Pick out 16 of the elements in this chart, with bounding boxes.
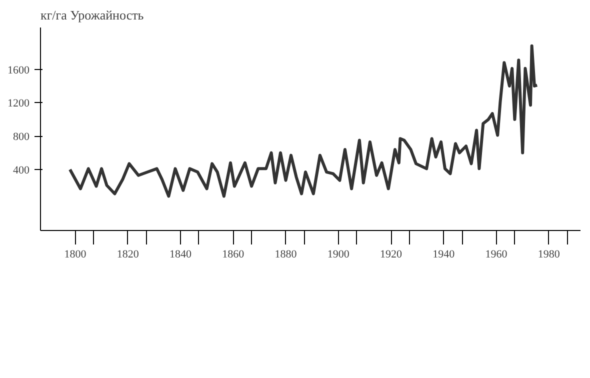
y-tick-label: 1600	[8, 64, 30, 76]
x-tick-label: 1960	[485, 248, 508, 260]
x-tick-label: 1860	[222, 248, 245, 260]
line-series	[68, 44, 539, 198]
x-tick-label: 1900	[327, 248, 350, 260]
y-tick-label: 400	[13, 164, 30, 177]
y-tick-label: 1200	[8, 98, 30, 110]
x-tick-label: 1980	[538, 248, 560, 260]
y-axis-title: кг/га Урожайность	[40, 8, 144, 22]
x-tick-label: 1800	[64, 248, 87, 260]
x-tick-label: 1920	[380, 248, 403, 260]
x-tick-label: 1820	[116, 248, 140, 260]
x-tick-label: 1940	[432, 248, 456, 260]
x-tick-label: 1880	[274, 248, 298, 260]
x-tick-label: 1840	[170, 248, 192, 260]
y-tick-label: 800	[13, 131, 30, 144]
